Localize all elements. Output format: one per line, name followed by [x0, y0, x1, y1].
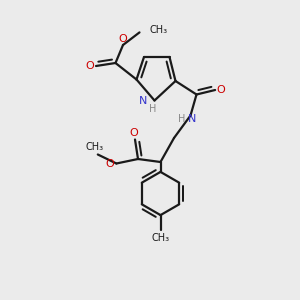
Text: O: O: [85, 61, 94, 71]
Text: H: H: [149, 104, 157, 114]
Text: CH₃: CH₃: [152, 232, 169, 243]
Text: O: O: [105, 158, 114, 169]
Text: CH₃: CH₃: [86, 142, 104, 152]
Text: N: N: [139, 95, 147, 106]
Text: O: O: [217, 85, 226, 95]
Text: N: N: [188, 114, 196, 124]
Text: O: O: [129, 128, 138, 138]
Text: H: H: [178, 114, 186, 124]
Text: CH₃: CH₃: [150, 25, 168, 35]
Text: O: O: [118, 34, 127, 44]
